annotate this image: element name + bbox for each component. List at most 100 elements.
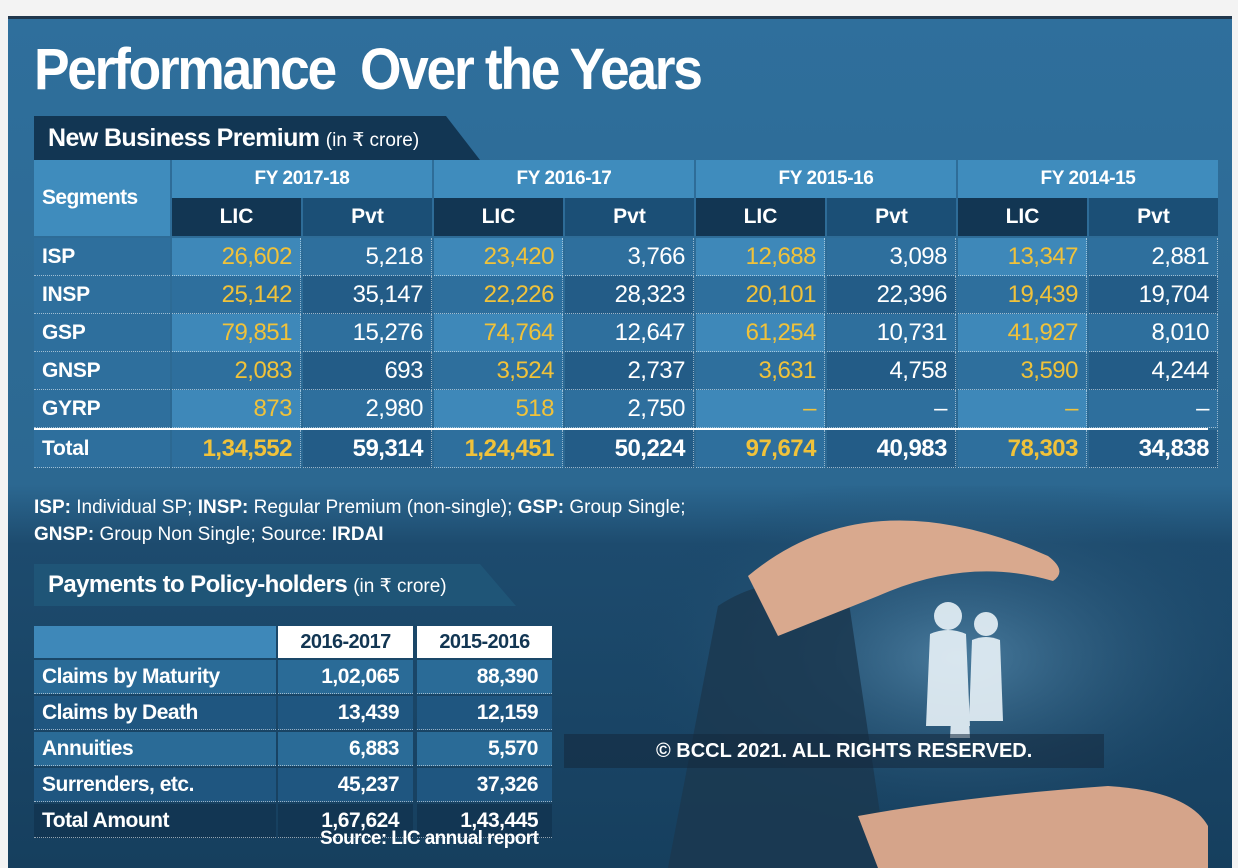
segment-name: GNSP [34, 352, 170, 390]
payments-value: 45,237 [278, 768, 413, 802]
payments-row: Annuities 6,883 5,570 [34, 732, 556, 766]
footnote-line-2: GNSP: Group Non Single; Source: IRDAI [34, 521, 686, 548]
lic-value: – [958, 390, 1087, 428]
payments-source: Source: LIC annual report [320, 828, 539, 849]
footnote-term: ISP: [34, 497, 71, 518]
footnote-text: Regular Premium (non-single); [248, 497, 518, 518]
pvt-value: 19,704 [1089, 276, 1218, 314]
payments-year-header: 2016-2017 [278, 626, 413, 658]
lic-header: LIC [172, 198, 301, 236]
infographic-panel: Performance Over the Years New Business … [8, 16, 1232, 868]
footnote: ISP: Individual SP; INSP: Regular Premiu… [34, 494, 686, 548]
pvt-value: – [1089, 390, 1218, 428]
pvt-header: Pvt [1089, 198, 1218, 236]
pvt-value: 35,147 [303, 276, 432, 314]
total-row: Total 1,34,552 59,314 1,24,451 50,224 97,674 4… [34, 428, 1218, 468]
pvt-header: Pvt [565, 198, 694, 236]
footnote-text: Group Non Single; Source: [94, 524, 332, 545]
copyright-notice: © BCCL 2021. ALL RIGHTS RESERVED. [564, 734, 1104, 768]
payments-value: 1,43,445 [417, 804, 552, 838]
pvt-value: 50,224 [565, 430, 694, 468]
pvt-value: 2,980 [303, 390, 432, 428]
payments-row: Claims by Death 13,439 12,159 [34, 696, 556, 730]
payments-heading-text: Payments to Policy-holders [48, 571, 348, 598]
pvt-value: 5,218 [303, 238, 432, 276]
pvt-value: 12,647 [565, 314, 694, 352]
payments-header-blank [34, 626, 276, 658]
lic-value: 3,524 [434, 352, 563, 390]
footnote-term: IRDAI [331, 524, 384, 545]
footnote-text: Group Single; [564, 497, 686, 518]
pvt-value: – [827, 390, 956, 428]
business-heading-unit: (in ₹ crore) [325, 130, 420, 151]
lic-value: – [696, 390, 825, 428]
pvt-value: 34,838 [1089, 430, 1218, 468]
payments-label: Total Amount [34, 804, 276, 838]
lic-value: 2,083 [172, 352, 301, 390]
lic-value: 3,590 [958, 352, 1087, 390]
lic-value: 41,927 [958, 314, 1087, 352]
payments-section-heading: Payments to Policy-holders (in ₹ crore) [34, 564, 516, 606]
business-section-heading: New Business Premium (in ₹ crore) [34, 116, 480, 160]
lic-value: 78,303 [958, 430, 1087, 468]
payments-value: 1,02,065 [278, 660, 413, 694]
lic-value: 1,24,451 [434, 430, 563, 468]
lic-value: 79,851 [172, 314, 301, 352]
pvt-header: Pvt [303, 198, 432, 236]
lic-value: 74,764 [434, 314, 563, 352]
fy-header: FY 2017-18 [172, 160, 432, 198]
lic-value: 3,631 [696, 352, 825, 390]
payments-row: Claims by Maturity 1,02,065 88,390 [34, 660, 556, 694]
lic-value: 13,347 [958, 238, 1087, 276]
lic-value: 26,602 [172, 238, 301, 276]
segments-header: Segments [34, 160, 170, 236]
payments-value: 1,67,624 [278, 804, 413, 838]
segment-row: GNSP 2,083 693 3,524 2,737 3,631 4,758 3,590 4,2… [34, 352, 1218, 390]
payments-row: Surrenders, etc. 45,237 37,326 [34, 768, 556, 802]
pvt-value: 4,244 [1089, 352, 1218, 390]
pvt-value: 40,983 [827, 430, 956, 468]
family-silhouette-icon [926, 602, 1003, 738]
lic-pvt-header-row: LIC Pvt LIC Pvt LIC Pvt LIC Pvt [34, 198, 1218, 236]
payments-value: 6,883 [278, 732, 413, 766]
payments-header-row: 2016-2017 2015-2016 [34, 626, 556, 658]
footnote-line-1: ISP: Individual SP; INSP: Regular Premiu… [34, 494, 686, 521]
fy-header-row: Segments FY 2017-18 FY 2016-17 FY 2015-16 FY… [34, 160, 1218, 236]
segment-name: INSP [34, 276, 170, 314]
lic-value: 20,101 [696, 276, 825, 314]
lic-value: 61,254 [696, 314, 825, 352]
top-rule [8, 16, 1232, 19]
segment-name: ISP [34, 238, 170, 276]
footnote-term: GSP: [517, 497, 565, 518]
fy-header: FY 2016-17 [434, 160, 694, 198]
insurance-hands-illustration [548, 486, 1232, 868]
upper-hand-shape [748, 520, 1060, 636]
footnote-term: INSP: [197, 497, 249, 518]
payments-value: 88,390 [417, 660, 552, 694]
pvt-value: 3,098 [827, 238, 956, 276]
payments-total-row: Total Amount 1,67,624 1,43,445 [34, 804, 556, 838]
pvt-value: 22,396 [827, 276, 956, 314]
lic-value: 23,420 [434, 238, 563, 276]
fy-header: FY 2014-15 [958, 160, 1218, 198]
segment-name: GSP [34, 314, 170, 352]
pvt-value: 8,010 [1089, 314, 1218, 352]
payments-heading-unit: (in ₹ crore) [353, 576, 447, 597]
payments-label: Claims by Maturity [34, 660, 276, 694]
lic-value: 19,439 [958, 276, 1087, 314]
business-heading-text: New Business Premium [48, 124, 320, 152]
segment-name: Total [34, 430, 170, 468]
payments-label: Claims by Death [34, 696, 276, 730]
pvt-value: 10,731 [827, 314, 956, 352]
lic-value: 873 [172, 390, 301, 428]
pvt-value: 2,881 [1089, 238, 1218, 276]
lic-value: 518 [434, 390, 563, 428]
lic-value: 1,34,552 [172, 430, 301, 468]
payments-label: Annuities [34, 732, 276, 766]
segment-row: INSP 25,142 35,147 22,226 28,323 20,101 22,396… [34, 276, 1218, 314]
fy-header: FY 2015-16 [696, 160, 956, 198]
payments-value: 5,570 [417, 732, 552, 766]
lower-hand-shape [858, 786, 1208, 868]
lic-header: LIC [696, 198, 825, 236]
lic-value: 12,688 [696, 238, 825, 276]
